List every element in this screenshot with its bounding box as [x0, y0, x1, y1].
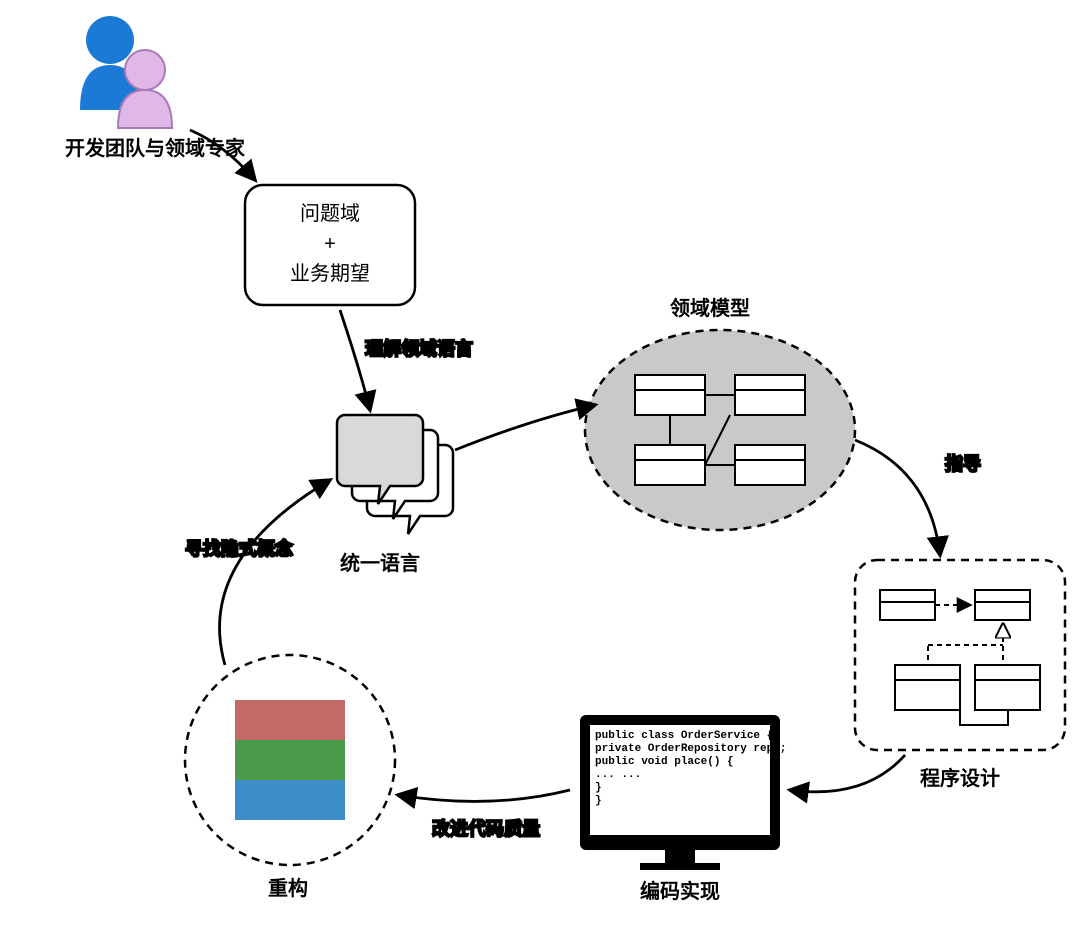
edge-label-understand: 理解领域语言: [365, 339, 473, 359]
speech-bubbles-icon: [337, 415, 453, 534]
diagram-canvas: 开发团队与领域专家 问题域 + 业务期望 统一语言 领域模型: [0, 0, 1080, 925]
team-node: 开发团队与领域专家: [65, 16, 246, 160]
program-design-label: 程序设计: [920, 766, 1000, 790]
unified-language-node: 统一语言: [337, 415, 453, 575]
edge-label-guide: 指导: [945, 454, 981, 474]
monitor-icon: public class OrderService { private Orde…: [580, 715, 786, 870]
refactor-node: 重构: [185, 655, 395, 900]
problem-line1: 问题域: [300, 202, 360, 225]
edge-coding-refactor: [398, 790, 570, 801]
edge-model-design: [855, 440, 940, 555]
code-line-3: ... ...: [595, 769, 641, 781]
program-design-node: 程序设计: [855, 560, 1065, 790]
problem-box-node: 问题域 + 业务期望: [245, 185, 415, 305]
unified-language-label: 统一语言: [340, 551, 420, 575]
code-line-4: }: [595, 782, 602, 794]
domain-model-label: 领域模型: [670, 296, 750, 320]
edge-problem-ul: [340, 310, 370, 410]
edge-design-coding: [790, 755, 905, 792]
domain-model-node: 领域模型: [585, 296, 855, 530]
edge-ul-model: [455, 405, 595, 450]
edge-label-improve: 改进代码质量: [432, 819, 540, 839]
edge-refactor-ul: [220, 480, 330, 665]
code-line-1: private OrderRepository repo;: [595, 743, 786, 755]
coding-label-text: 编码实现: [640, 879, 720, 903]
coding-node: public class OrderService { private Orde…: [580, 715, 786, 870]
problem-line2: +: [324, 233, 336, 255]
edge-label-implicit: 寻找隐式概念: [185, 538, 293, 559]
layered-bars-icon: [235, 700, 345, 820]
problem-line3: 业务期望: [290, 262, 370, 285]
code-line-0: public class OrderService {: [595, 730, 773, 742]
code-line-5: }: [595, 795, 602, 807]
refactor-label: 重构: [268, 876, 308, 900]
code-line-2: public void place() {: [595, 756, 734, 768]
